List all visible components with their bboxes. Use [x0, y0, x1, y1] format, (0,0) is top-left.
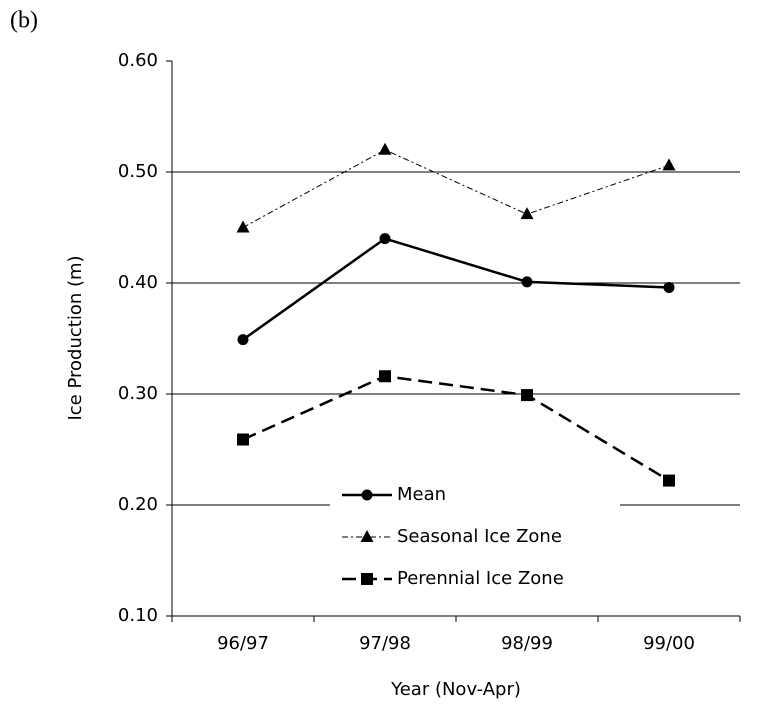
series-line — [242, 374, 670, 482]
series-line — [242, 149, 670, 228]
data-point — [379, 370, 391, 383]
x-tick-label: 99/00 — [643, 633, 695, 654]
y-tick-label: 0.60 — [118, 50, 158, 71]
data-point — [236, 220, 250, 233]
data-point — [378, 142, 392, 155]
legend-marker — [360, 530, 374, 542]
series-line — [242, 237, 670, 341]
x-axis-label: Year (Nov-Apr) — [390, 679, 521, 700]
data-point — [237, 334, 249, 346]
data-point — [379, 233, 391, 245]
legend-box — [330, 478, 620, 596]
y-tick-label: 0.40 — [118, 272, 158, 293]
legend-label: Seasonal Ice Zone — [397, 526, 562, 547]
y-tick-label: 0.50 — [118, 161, 158, 182]
y-tick-label: 0.20 — [118, 494, 158, 515]
legend-label: Mean — [397, 484, 446, 505]
data-point — [521, 389, 533, 402]
data-point — [663, 281, 675, 293]
legend-label: Perennial Ice Zone — [397, 568, 564, 589]
y-axis-label: Ice Production (m) — [65, 255, 86, 420]
x-tick-label: 97/98 — [359, 633, 411, 654]
panel-label: (b) — [10, 8, 38, 34]
data-point — [237, 433, 249, 446]
data-point — [663, 474, 675, 487]
data-point — [521, 276, 533, 288]
legend-marker — [361, 573, 373, 585]
y-tick-label: 0.30 — [118, 383, 158, 404]
x-tick-label: 98/99 — [501, 633, 553, 654]
x-tick-label: 96/97 — [217, 633, 269, 654]
data-point — [520, 207, 534, 220]
y-tick-label: 0.10 — [118, 605, 158, 626]
data-point — [662, 158, 676, 171]
legend-marker — [361, 489, 373, 501]
